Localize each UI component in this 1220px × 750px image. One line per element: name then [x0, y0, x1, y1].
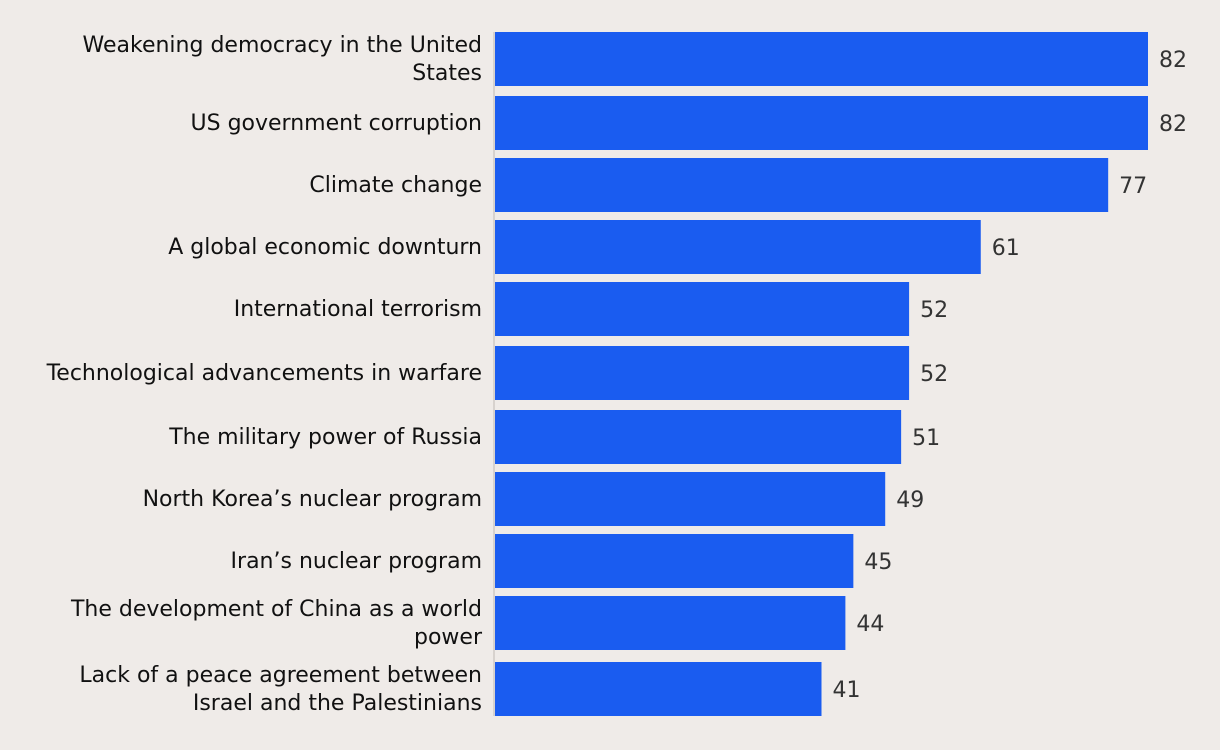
category-label: Climate change: [309, 173, 482, 198]
category-label: Iran’s nuclear program: [231, 549, 482, 574]
bar-value-label: 77: [1119, 174, 1147, 199]
category-label: International terrorism: [234, 297, 482, 322]
bar-value-label: 61: [992, 236, 1020, 261]
bars-group: [495, 32, 1148, 716]
bar-value-label: 82: [1159, 112, 1187, 137]
bar: [495, 472, 886, 526]
bar-value-label: 82: [1159, 48, 1187, 73]
bar: [495, 596, 846, 650]
bar: [495, 220, 981, 274]
category-label: Technological advancements in warfare: [46, 361, 482, 386]
bar: [495, 282, 910, 336]
bar: [495, 158, 1109, 212]
category-labels-group: Weakening democracy in the United States U…: [46, 33, 483, 716]
bar-value-label: 51: [912, 426, 940, 451]
category-label: North Korea’s nuclear program: [143, 487, 482, 512]
bar: [495, 534, 854, 588]
category-label: Lack of a peace agreement between Israel …: [79, 663, 482, 716]
category-label: The military power of Russia: [168, 425, 482, 450]
bar-value-label: 52: [920, 362, 948, 387]
bar: [495, 662, 822, 716]
category-label: The development of China as a world power: [70, 597, 483, 650]
bar-value-label: 41: [833, 678, 861, 703]
category-label: US government corruption: [191, 111, 482, 136]
bar-value-label: 52: [920, 298, 948, 323]
bar-value-label: 49: [896, 488, 924, 513]
value-labels-group: 82 82 77 61 52 52 51 49 45 44 41: [833, 48, 1188, 703]
bar: [495, 32, 1148, 86]
category-label: A global economic downturn: [168, 235, 482, 260]
bar: [495, 346, 910, 400]
category-label: Weakening democracy in the United States: [83, 33, 482, 86]
bar: [495, 410, 902, 464]
bar: [495, 96, 1148, 150]
bar-value-label: 44: [856, 612, 884, 637]
bar-value-label: 45: [864, 550, 892, 575]
